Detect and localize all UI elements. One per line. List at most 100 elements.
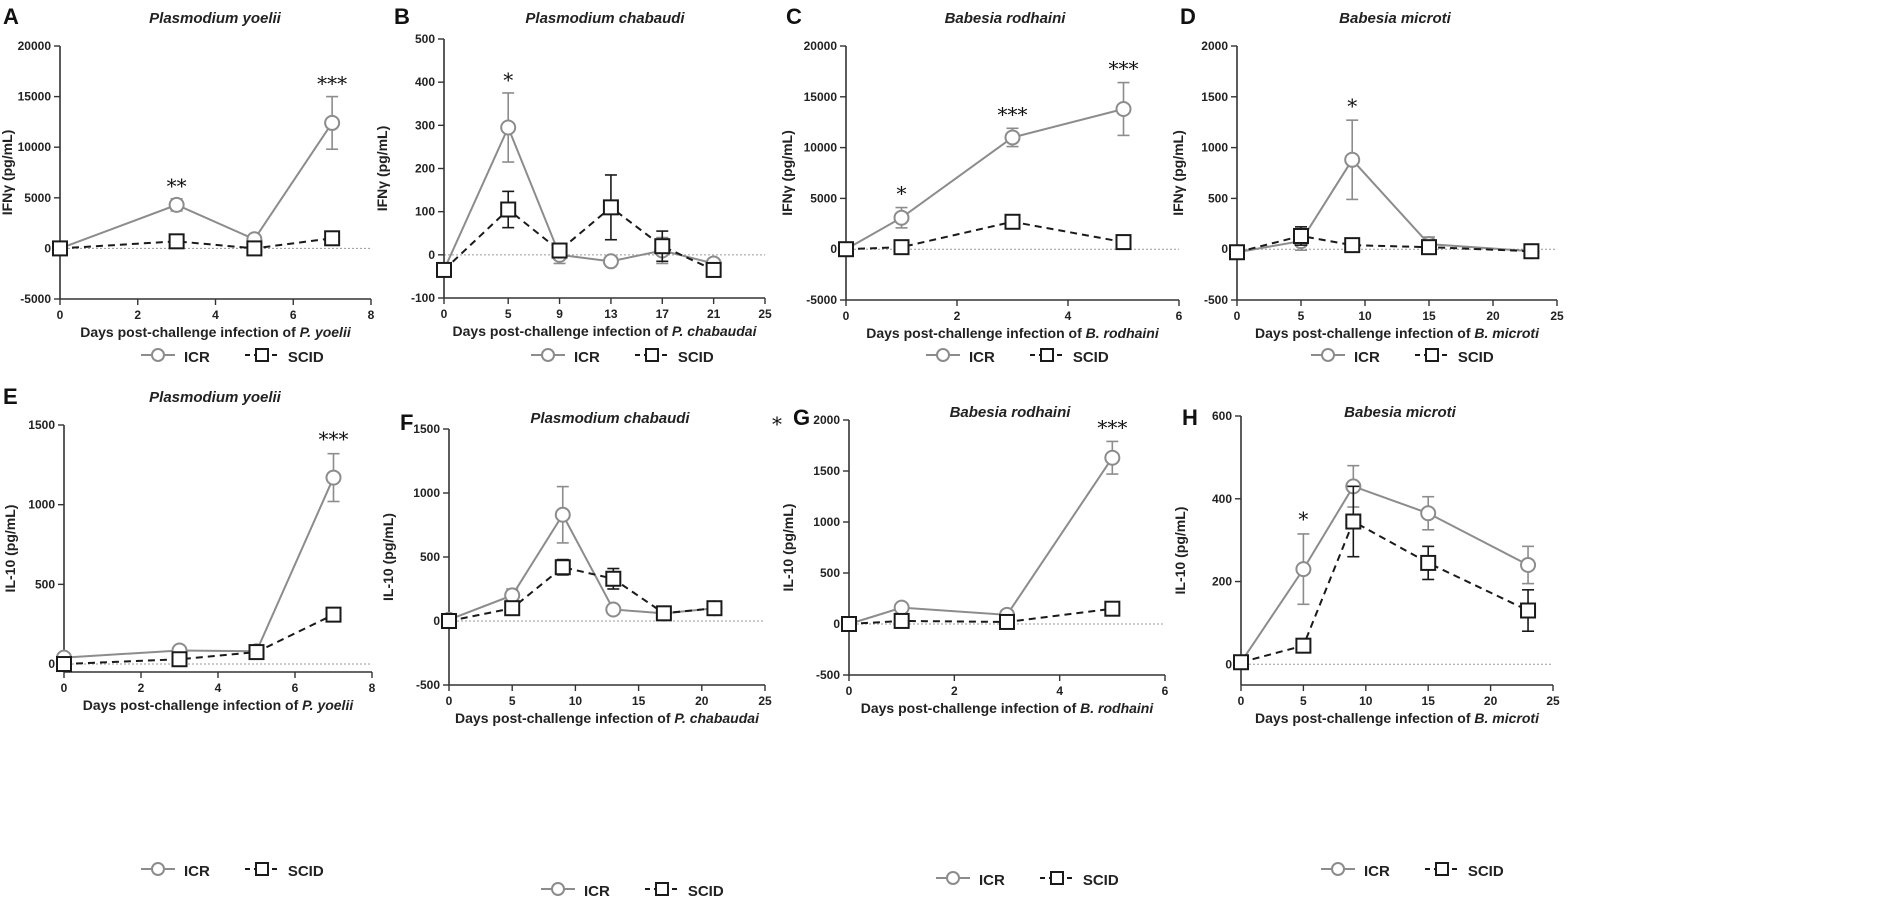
y-axis-label: IFNγ (pg/mL) bbox=[779, 130, 795, 216]
legend-scid-marker bbox=[1414, 346, 1450, 368]
x-axis-label: Days post-challenge infection of B. rodh… bbox=[866, 325, 1160, 341]
data-point-scid bbox=[893, 239, 910, 256]
data-point-scid bbox=[705, 261, 722, 278]
legend-item-icr: ICR bbox=[140, 346, 210, 368]
y-tick-label: 0 bbox=[433, 614, 440, 628]
legend-f: ICR SCID bbox=[540, 880, 724, 902]
panel-letter-g: G bbox=[793, 405, 811, 430]
x-tick-label: 5 bbox=[1300, 694, 1307, 708]
panel-title-b: Plasmodium chabaudi bbox=[525, 10, 685, 27]
legend-icr-label: ICR bbox=[184, 348, 210, 366]
chart-g-group: -500 0 500 1000 1500 2000 0 2 4 6 IL-10 (pg/mL) Day… bbox=[780, 413, 1169, 716]
legend-item-scid: SCID bbox=[634, 346, 714, 368]
x-tick-label: 0 bbox=[57, 308, 64, 322]
data-point-scid bbox=[602, 199, 619, 216]
y-tick-label: 500 bbox=[415, 32, 435, 46]
x-axis-label: Days post-challenge infection of B. rodh… bbox=[861, 700, 1155, 716]
x-axis-label-species: B. rodhaini bbox=[1086, 325, 1160, 341]
legend-scid-label: SCID bbox=[1467, 862, 1504, 880]
legend-scid-label: SCID bbox=[1072, 348, 1109, 366]
x-axis-label: Days post-challenge infection of P. chab… bbox=[453, 323, 758, 339]
legend-icr-label: ICR bbox=[184, 862, 210, 880]
x-tick-label: 4 bbox=[212, 308, 219, 322]
x-tick-label: 9 bbox=[556, 307, 563, 321]
legend-scid-marker bbox=[1039, 869, 1075, 891]
x-axis-label-text: Days post-challenge infection of bbox=[866, 325, 1085, 341]
panel-title-d: Babesia microti bbox=[1339, 10, 1451, 27]
data-point-icr bbox=[1520, 556, 1537, 573]
legend-icr-glyph bbox=[936, 871, 970, 885]
y-axis-label: IFNγ (pg/mL) bbox=[0, 130, 15, 216]
series-line-icr bbox=[59, 122, 333, 250]
legend-icr-marker bbox=[540, 880, 576, 902]
legend-scid-label: SCID bbox=[1457, 348, 1494, 366]
x-tick-label: 10 bbox=[1359, 694, 1373, 708]
y-axis-label: IL-10 (pg/mL) bbox=[2, 505, 18, 593]
legend-icr-marker bbox=[925, 346, 961, 368]
data-point-scid bbox=[1295, 637, 1312, 654]
data-point-scid bbox=[1229, 244, 1245, 261]
x-axis-label: Days post-challenge infection of P. chab… bbox=[455, 710, 760, 726]
y-tick-label: 1000 bbox=[28, 498, 55, 512]
x-tick-label: 6 bbox=[292, 681, 299, 695]
legend-icr-label: ICR bbox=[1364, 862, 1390, 880]
legend-marker bbox=[541, 348, 555, 362]
legend-scid-glyph bbox=[1414, 348, 1449, 362]
legend-item-icr: ICR bbox=[540, 880, 610, 902]
legend-icr-glyph bbox=[141, 862, 175, 876]
legend-b: ICR SCID bbox=[530, 346, 714, 368]
x-tick-label: 2 bbox=[134, 308, 141, 322]
series-line-icr bbox=[448, 512, 715, 621]
chart-h-group: 0 200 400 600 0 5 10 15 20 25 IL-10 (pg/mL) Days po… bbox=[1172, 409, 1560, 726]
y-tick-label: 500 bbox=[420, 550, 440, 564]
data-point-icr bbox=[325, 469, 342, 486]
legend-scid-glyph bbox=[634, 348, 669, 362]
legend-marker bbox=[1039, 348, 1054, 362]
significance-marker: * bbox=[1298, 507, 1308, 531]
chart-a-group: -5000 0 5000 10000 15000 20000 0 2 4 6 8 IFNγ (pg/m… bbox=[0, 39, 375, 340]
data-point-scid bbox=[1345, 513, 1362, 530]
legend-scid-marker bbox=[244, 860, 280, 882]
y-tick-label: 5000 bbox=[810, 191, 837, 205]
significance-marker: *** bbox=[319, 427, 349, 451]
x-tick-label: 4 bbox=[1056, 684, 1063, 698]
legend-icr-marker bbox=[1310, 346, 1346, 368]
x-tick-label: 2 bbox=[954, 309, 961, 323]
x-axis-label-species: P. yoelii bbox=[302, 697, 354, 713]
legend-scid-glyph bbox=[244, 862, 279, 876]
data-point-icr bbox=[893, 209, 910, 226]
y-tick-label: 2000 bbox=[813, 413, 840, 427]
x-tick-label: 0 bbox=[1238, 694, 1245, 708]
legend-marker bbox=[654, 882, 669, 896]
y-tick-label: 600 bbox=[1212, 409, 1232, 423]
legend-icr-label: ICR bbox=[979, 871, 1005, 889]
data-point-scid bbox=[1420, 554, 1437, 571]
y-tick-label: 1500 bbox=[28, 418, 55, 432]
y-tick-label: 200 bbox=[1212, 575, 1232, 589]
legend-item-icr: ICR bbox=[1320, 860, 1390, 882]
x-axis-label: Days post-challenge infection of P. yoel… bbox=[83, 697, 355, 713]
x-tick-label: 20 bbox=[1484, 694, 1498, 708]
series-line-scid bbox=[1236, 234, 1532, 254]
y-tick-label: 1000 bbox=[1201, 141, 1228, 155]
legend-icr-glyph bbox=[141, 348, 175, 362]
y-tick-label: 15000 bbox=[18, 90, 52, 104]
legend-item-icr: ICR bbox=[925, 346, 995, 368]
data-point-scid bbox=[324, 230, 341, 247]
panel-title-c: Babesia rodhaini bbox=[944, 10, 1066, 27]
data-point-scid bbox=[1104, 600, 1121, 617]
x-tick-label: 25 bbox=[758, 307, 772, 321]
significance-marker: * bbox=[897, 182, 907, 206]
x-axis-label-text: Days post-challenge infection of bbox=[453, 323, 672, 339]
x-axis-label-species: B. rodhaini bbox=[1080, 700, 1154, 716]
x-axis-label-species: P. yoelii bbox=[300, 324, 352, 340]
data-point-icr bbox=[324, 114, 341, 131]
panel-letter-a: A bbox=[3, 4, 19, 29]
data-point-scid bbox=[999, 613, 1015, 630]
data-point-icr bbox=[500, 119, 517, 136]
series-line-icr bbox=[1236, 158, 1532, 254]
x-tick-label: 4 bbox=[1065, 309, 1072, 323]
legend-marker bbox=[946, 871, 960, 885]
legend-a: ICR SCID bbox=[140, 346, 324, 368]
legend-marker bbox=[1424, 348, 1439, 362]
